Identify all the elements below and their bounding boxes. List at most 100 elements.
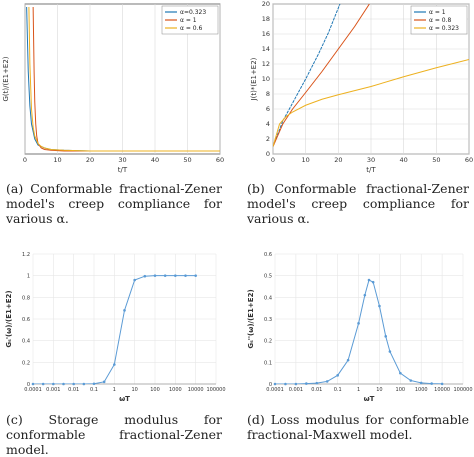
x-tick-label: 0 <box>23 156 27 164</box>
x-tick-label: 0.001 <box>289 387 303 393</box>
x-tick-label: 100 <box>150 387 160 393</box>
data-point <box>294 382 298 386</box>
data-point <box>357 322 360 325</box>
data-point <box>284 382 287 386</box>
y-tick-label: 0.6 <box>264 252 272 258</box>
data-point <box>113 363 116 366</box>
x-tick-label: 100000 <box>206 387 225 393</box>
y-tick-label: 10 <box>262 75 270 83</box>
series-line <box>273 4 370 147</box>
data-point <box>273 382 277 386</box>
x-tick-label: 0.01 <box>311 387 322 393</box>
x-axis-label: ωT <box>364 395 375 403</box>
y-tick-label: 14 <box>262 45 270 53</box>
y-tick-label: 20 <box>262 0 270 8</box>
data-point <box>388 350 392 353</box>
legend-label: α = 0.323 <box>429 25 459 32</box>
x-tick-label: 0.0001 <box>266 387 284 393</box>
y-tick-label: 0.6 <box>22 317 30 323</box>
data-point <box>62 382 65 386</box>
x-tick-label: 100 <box>396 387 406 393</box>
data-point <box>82 382 86 386</box>
y-tick-label: 0 <box>269 382 272 388</box>
legend-label: α=0.323 <box>180 9 206 16</box>
y-tick-label: 0.2 <box>264 339 272 345</box>
y-tick-label: 0.5 <box>264 274 272 280</box>
y-tick-label: 0.3 <box>264 317 272 323</box>
series-line <box>28 6 220 152</box>
x-tick-label: 50 <box>432 156 440 164</box>
legend-label: α = 1 <box>180 17 197 24</box>
x-tick-label: 10 <box>376 387 382 393</box>
x-tick-label: 10000 <box>434 387 450 393</box>
x-tick-label: 0.1 <box>334 387 342 393</box>
x-tick-label: 30 <box>118 156 126 164</box>
data-point <box>363 293 367 297</box>
y-tick-label: 0.8 <box>22 295 30 301</box>
x-tick-label: 0.1 <box>90 387 98 393</box>
caption-c: (c) Storage modulus for conformable frac… <box>6 412 222 457</box>
x-tick-label: 0.0001 <box>24 387 42 393</box>
x-tick-label: 10 <box>302 156 310 164</box>
y-tick-label: 0.2 <box>22 360 30 366</box>
data-point <box>440 382 444 386</box>
data-point <box>399 371 402 375</box>
data-point <box>143 274 147 278</box>
data-point <box>133 278 136 282</box>
x-tick-label: 20 <box>86 156 94 164</box>
data-point <box>336 374 339 377</box>
data-point <box>52 382 55 386</box>
legend-label: α = 0.6 <box>180 25 203 32</box>
x-axis-label: ωT <box>119 395 130 403</box>
y-axis-label: G(t)/(E1+E2) <box>2 56 10 101</box>
x-tick-label: 20 <box>334 156 342 164</box>
x-tick-label: 1000 <box>169 387 182 393</box>
data-point <box>430 382 433 385</box>
y-axis-label: J(t)*(E1+E2) <box>250 57 258 101</box>
data-point <box>325 380 329 383</box>
data-point <box>378 304 381 308</box>
data-point <box>72 382 75 386</box>
x-axis-label: t/T <box>118 166 128 174</box>
data-point <box>305 382 308 385</box>
y-tick-label: 0.4 <box>264 295 272 301</box>
y-axis-label: Gₛ'(ω)/(E1+E2) <box>5 290 13 347</box>
y-tick-label: 4 <box>266 120 270 128</box>
y-tick-label: 18 <box>262 15 270 23</box>
caption-b: (b) Conformable fractional-Zener model's… <box>247 181 469 226</box>
x-tick-label: 60 <box>465 156 473 164</box>
data-point <box>409 379 413 382</box>
x-tick-label: 10000 <box>188 387 204 393</box>
data-point <box>346 358 350 362</box>
y-tick-label: 1.2 <box>22 252 30 258</box>
data-point <box>184 274 187 277</box>
y-tick-label: 8 <box>266 90 270 98</box>
data-point <box>194 274 197 277</box>
x-tick-label: 30 <box>367 156 375 164</box>
x-tick-label: 0.001 <box>46 387 60 393</box>
data-point <box>315 381 319 385</box>
data-point <box>123 309 126 312</box>
data-point <box>41 382 45 386</box>
caption-d: (d) Loss modulus for conformable fractio… <box>247 412 469 442</box>
y-axis-label: Gₛ''(ω)/(E1+E2) <box>247 289 255 348</box>
x-tick-label: 0.01 <box>68 387 79 393</box>
chart-d-loss-modulus: 0.0001 0.001 0.01 0.1 1 10 100 1000 10000 100000 0… <box>247 252 473 403</box>
y-tick-label: 16 <box>262 30 270 38</box>
y-tick-label: 0.4 <box>22 339 30 345</box>
y-tick-label: 12 <box>262 60 270 68</box>
data-point <box>367 278 371 282</box>
legend-label: α = 0.8 <box>429 17 452 24</box>
x-tick-label: 1000 <box>415 387 428 393</box>
y-tick-label: 0 <box>266 150 270 158</box>
y-tick-label: 0.1 <box>264 360 272 366</box>
series-line <box>275 279 443 384</box>
data-point <box>102 380 106 384</box>
data-point <box>384 335 388 338</box>
data-point <box>153 274 157 277</box>
series-line <box>273 59 469 147</box>
data-point <box>371 280 375 284</box>
x-tick-label: 0 <box>271 156 275 164</box>
